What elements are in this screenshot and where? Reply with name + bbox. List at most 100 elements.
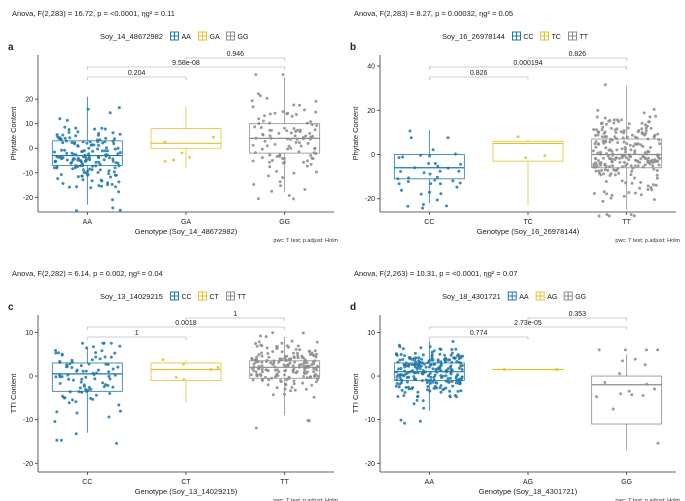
data-point <box>607 214 611 218</box>
data-point <box>397 385 401 389</box>
anova-text: Anova, F(2,283) = 16.72, p = <0.0001, ηg… <box>12 9 175 18</box>
data-point <box>91 345 95 349</box>
data-point <box>608 165 611 169</box>
data-point <box>456 353 460 357</box>
data-point <box>454 347 458 351</box>
data-point <box>118 208 122 212</box>
data-point <box>450 351 454 355</box>
data-point <box>633 149 637 153</box>
data-point <box>608 157 612 161</box>
data-point <box>460 364 464 367</box>
data-point <box>633 176 636 180</box>
data-point <box>604 180 608 183</box>
data-point <box>449 353 453 357</box>
data-point <box>421 369 425 372</box>
x-axis-label: Genotype (Soy_16_26978144) <box>477 227 580 236</box>
data-point <box>424 365 428 369</box>
data-point <box>81 178 85 182</box>
data-point <box>114 173 118 177</box>
data-point <box>88 167 92 171</box>
data-point <box>592 128 596 132</box>
data-point <box>433 362 437 366</box>
data-point <box>257 365 261 369</box>
data-point <box>117 190 121 194</box>
data-point <box>94 164 98 168</box>
legend-entry: TC <box>552 34 561 41</box>
data-point <box>451 384 455 388</box>
data-point <box>301 331 305 335</box>
data-point <box>605 152 609 156</box>
data-point <box>450 360 454 364</box>
data-point <box>448 394 452 398</box>
data-point <box>619 130 623 134</box>
data-point <box>625 142 629 146</box>
data-point <box>601 125 605 129</box>
p-value-label: 0.826 <box>470 70 488 77</box>
data-point <box>265 358 269 362</box>
data-point <box>72 153 76 156</box>
data-point <box>298 103 301 107</box>
data-point <box>420 379 424 383</box>
data-point <box>594 169 598 173</box>
data-point <box>80 174 84 178</box>
y-tick-label: -20 <box>23 461 33 468</box>
data-point <box>622 160 626 164</box>
data-point <box>75 209 78 213</box>
data-point <box>104 153 108 157</box>
data-point <box>93 377 97 381</box>
data-point <box>283 392 286 396</box>
data-point <box>172 158 176 162</box>
points-TT <box>592 83 662 218</box>
data-point <box>438 352 442 356</box>
y-tick-label: -20 <box>23 195 33 202</box>
data-point <box>91 397 95 401</box>
data-point <box>294 113 298 116</box>
data-point <box>84 159 87 163</box>
data-point <box>260 156 264 160</box>
data-point <box>101 381 105 385</box>
data-point <box>54 351 58 355</box>
legend-entry: AA <box>182 34 192 41</box>
data-point <box>305 159 309 163</box>
panel-label: a <box>8 42 14 53</box>
data-point <box>314 99 318 103</box>
data-point <box>403 369 407 373</box>
data-point <box>89 186 93 190</box>
data-point <box>406 180 410 183</box>
data-point <box>400 379 404 383</box>
data-point <box>303 108 306 112</box>
data-point <box>283 373 287 377</box>
data-point <box>96 155 100 159</box>
data-point <box>405 371 409 375</box>
y-tick-label: 0 <box>371 374 375 381</box>
data-point <box>624 150 627 154</box>
box-body <box>51 140 123 166</box>
data-point <box>290 114 294 118</box>
data-point <box>82 383 86 387</box>
points-TT <box>249 331 320 430</box>
data-point <box>315 340 319 344</box>
data-point <box>435 367 439 371</box>
data-point <box>614 156 618 160</box>
data-point <box>405 380 409 384</box>
data-point <box>280 341 284 345</box>
data-point <box>75 369 79 373</box>
data-point <box>431 380 435 384</box>
data-point <box>622 131 626 135</box>
data-point <box>403 391 407 394</box>
data-point <box>86 169 90 173</box>
data-point <box>407 387 411 391</box>
data-point <box>281 161 285 165</box>
data-point <box>261 133 265 137</box>
data-point <box>98 163 102 166</box>
data-point <box>444 374 448 378</box>
legend-entry: GG <box>238 34 249 41</box>
data-point <box>258 372 262 376</box>
data-point <box>296 356 300 360</box>
data-point <box>398 376 402 380</box>
data-point <box>66 373 70 377</box>
data-point <box>630 393 634 397</box>
x-axis-label: Genotype (Soy_13_14029215) <box>135 487 238 496</box>
data-point <box>260 370 264 374</box>
data-point <box>61 156 65 160</box>
